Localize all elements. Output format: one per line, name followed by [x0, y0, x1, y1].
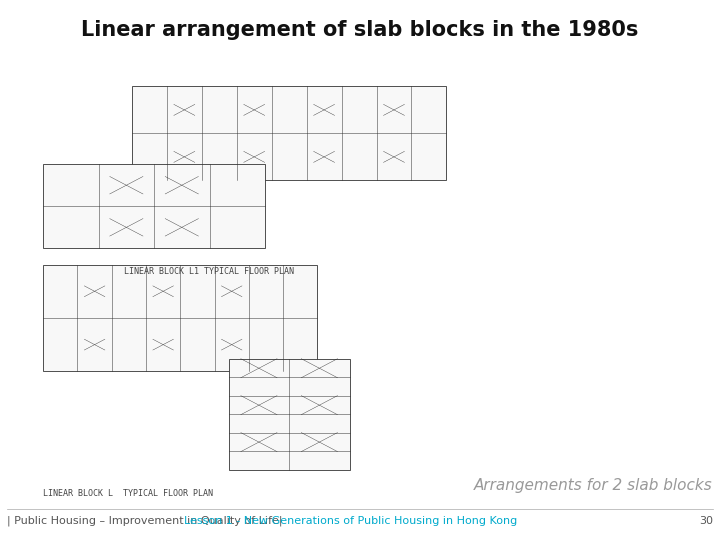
Bar — [132, 86, 446, 180]
Bar — [229, 359, 350, 470]
Bar — [43, 265, 318, 372]
Text: 30: 30 — [699, 516, 713, 526]
Text: Arrangements for 2 slab blocks: Arrangements for 2 slab blocks — [474, 478, 713, 493]
Bar — [43, 164, 265, 248]
Text: LINEAR BLOCK L1 TYPICAL FLOOR PLAN: LINEAR BLOCK L1 TYPICAL FLOOR PLAN — [124, 267, 294, 276]
Text: Lesson 1 - New Generations of Public Housing in Hong Kong: Lesson 1 - New Generations of Public Hou… — [184, 516, 517, 526]
Text: LINEAR BLOCK L  TYPICAL FLOOR PLAN: LINEAR BLOCK L TYPICAL FLOOR PLAN — [43, 489, 213, 498]
Text: Linear arrangement of slab blocks in the 1980s: Linear arrangement of slab blocks in the… — [81, 19, 639, 40]
Text: | Public Housing – Improvement in Quality of Life|: | Public Housing – Improvement in Qualit… — [7, 516, 283, 526]
